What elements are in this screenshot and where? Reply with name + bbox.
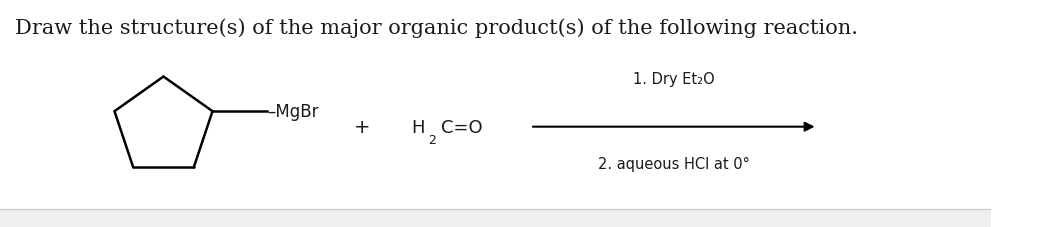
Text: 2: 2 — [428, 133, 436, 146]
Text: 2. aqueous HCl at 0°: 2. aqueous HCl at 0° — [598, 156, 750, 171]
Text: Draw the structure(s) of the major organic product(s) of the following reaction.: Draw the structure(s) of the major organ… — [15, 18, 858, 38]
Text: C=O: C=O — [441, 118, 483, 136]
Bar — [0, 209, 991, 227]
Text: –MgBr: –MgBr — [267, 103, 318, 121]
Text: 1. Dry Et₂O: 1. Dry Et₂O — [633, 72, 714, 87]
Text: H: H — [411, 118, 424, 136]
Text: +: + — [354, 118, 370, 137]
